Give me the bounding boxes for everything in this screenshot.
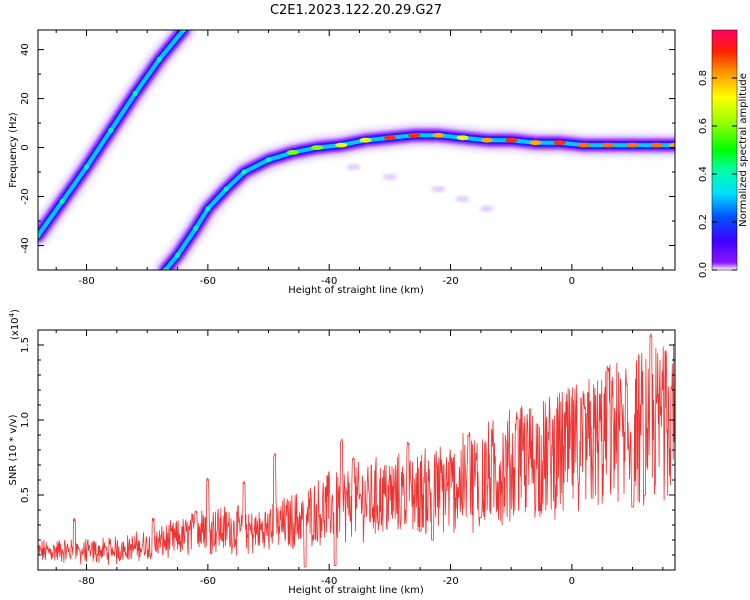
track-hotspot <box>286 150 299 155</box>
y-tick-label: 40 <box>20 43 31 56</box>
x-tick-label: -80 <box>78 576 94 587</box>
colorbar-tick-label: 0.0 <box>698 262 709 278</box>
track-hotspot <box>84 164 89 170</box>
spectrogram-y-label: Frequency (Hz) <box>8 112 19 188</box>
track-hotspot <box>241 169 247 175</box>
track-hotspot <box>383 135 396 141</box>
x-tick-label: 0 <box>569 576 575 587</box>
colorbar-ticks: 0.0 0.2 0.4 0.6 0.8 <box>698 70 737 278</box>
track-hotspot <box>432 132 445 138</box>
y-tick-label: -20 <box>20 188 31 204</box>
snr-y-label: SNR (10 * v/v) <box>8 414 19 485</box>
track-hotspot <box>650 142 663 148</box>
track-hotspot <box>578 142 590 148</box>
colorbar-tick-label: 0.4 <box>698 166 709 182</box>
y-tick-label: 0.5 <box>20 487 31 503</box>
snr-panel: -80 -60 -40 -20 0 0.5 1.0 1.5 Height of straig… <box>8 309 676 596</box>
x-tick-label: -60 <box>200 576 216 587</box>
x-tick-label: -60 <box>200 276 216 287</box>
spectrogram-y-ticks: -40 -20 0 20 40 <box>20 43 675 271</box>
track-hotspot <box>359 137 372 143</box>
snr-y-ticks: 0.5 1.0 1.5 <box>20 329 675 571</box>
snr-x-ticks: -80 -60 -40 -20 0 <box>55 330 664 587</box>
x-tick-label: -40 <box>321 276 337 287</box>
x-tick-label: -80 <box>78 276 94 287</box>
spectrogram-x-ticks: -80 -60 -40 -20 0 <box>55 30 664 287</box>
y-tick-label: 0 <box>20 144 31 150</box>
track-hotspot <box>456 135 469 141</box>
track-hotspot <box>162 267 168 270</box>
track-hotspot <box>223 186 229 192</box>
y-tick-label: 1.0 <box>20 412 31 428</box>
spectrogram-panel: -80 -60 -40 -20 0 -40 -20 0 20 40 Height of stra… <box>8 29 676 296</box>
faint-signal <box>346 164 361 171</box>
colorbar-tick-label: 0.2 <box>698 214 709 230</box>
track-hotspot <box>193 225 199 231</box>
snr-exponent-label: (x104) <box>8 309 21 340</box>
track-hotspot <box>175 252 180 258</box>
y-tick-label: 20 <box>20 92 31 105</box>
track-hotspot <box>335 142 348 148</box>
track-hotspot <box>38 233 41 239</box>
track-hotspot <box>311 145 324 151</box>
track-hotspot <box>266 157 271 163</box>
track-hotspot <box>156 56 162 62</box>
track-hotspot <box>602 142 615 148</box>
track-hotspot <box>553 140 566 146</box>
track-hotspot <box>59 198 65 204</box>
colorbar-gradient <box>711 29 738 271</box>
chart-title: C2E1.2023.122.20.29.G27 <box>270 3 442 18</box>
spectrogram-frame <box>37 29 676 271</box>
track-halo <box>154 124 675 270</box>
track-hotspot <box>132 91 138 97</box>
track-hotspot <box>205 206 211 212</box>
faint-signal <box>382 173 397 180</box>
x-tick-label: -20 <box>442 276 458 287</box>
faint-signal <box>479 205 494 212</box>
track-hotspot <box>626 142 639 148</box>
x-tick-label: -40 <box>321 576 337 587</box>
faint-signal <box>431 186 446 193</box>
track-hotspot <box>181 30 187 33</box>
faint-signal <box>455 196 470 202</box>
track-hotspot <box>505 137 518 143</box>
snr-x-label: Height of straight line (km) <box>288 585 424 596</box>
colorbar-label: Normalized spectral amplitude <box>738 73 749 227</box>
track-hotspot <box>529 140 542 146</box>
track-hotspot <box>408 132 421 138</box>
y-tick-label: -40 <box>20 237 31 253</box>
colorbar-tick-label: 0.6 <box>698 118 709 134</box>
x-tick-label: -20 <box>442 576 458 587</box>
track-hotspot <box>669 142 675 148</box>
colorbar: 0.0 0.2 0.4 0.6 0.8 Normalized spectral ampl… <box>698 29 749 278</box>
colorbar-tick-label: 0.8 <box>698 70 709 86</box>
snr-series-line <box>38 333 675 568</box>
y-tick-label: 1.5 <box>20 337 31 353</box>
spectrogram-image <box>38 30 675 270</box>
x-tick-label: 0 <box>569 276 575 287</box>
spectrogram-x-label: Height of straight line (km) <box>288 285 424 296</box>
track-hotspot <box>480 137 493 143</box>
track-hotspot <box>108 127 114 133</box>
